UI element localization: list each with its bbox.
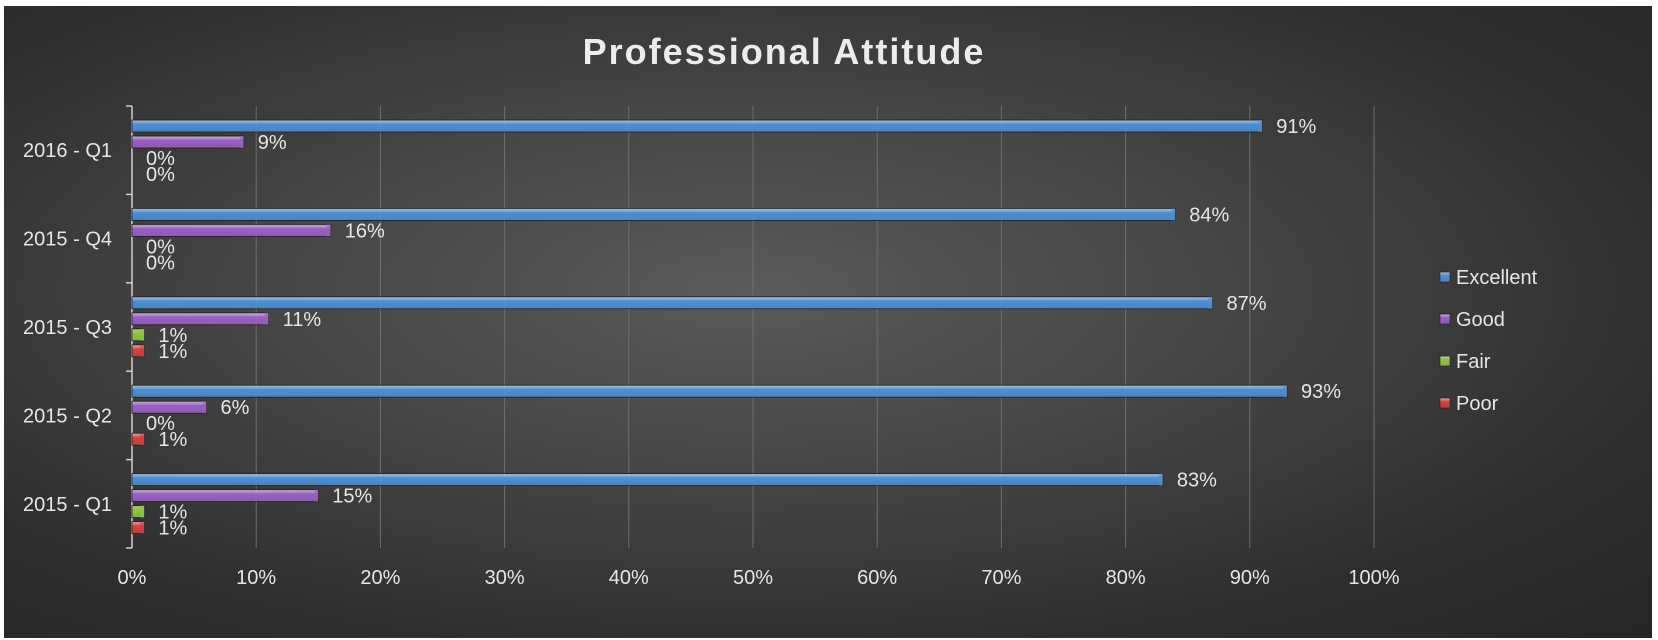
bar-end-cap <box>1283 385 1288 398</box>
bar-end-cap <box>140 521 145 534</box>
bar-end-cap <box>140 328 145 341</box>
bar-end-cap <box>1158 473 1163 486</box>
data-label: 0% <box>146 164 175 186</box>
bar-good <box>131 400 207 414</box>
legend-label: Poor <box>1456 393 1499 415</box>
x-tick-label: 100% <box>1348 567 1399 589</box>
gridlines <box>255 106 1375 548</box>
bar-end-cap <box>140 344 145 357</box>
legend-swatch-excellent <box>1439 271 1451 283</box>
bar-good <box>131 489 319 503</box>
bar-end-cap <box>264 312 269 325</box>
legend-label: Fair <box>1456 351 1491 373</box>
x-tick-label: 30% <box>485 567 525 589</box>
data-label: 1% <box>158 341 187 363</box>
bars <box>131 119 1288 534</box>
category-label: 2015 - Q3 <box>23 317 112 339</box>
category-label: 2015 - Q4 <box>23 229 112 251</box>
legend: Excellent Good Fair Poor <box>1439 267 1538 415</box>
legend-swatch-fair <box>1439 355 1451 367</box>
data-label: 1% <box>158 325 187 347</box>
bar-good <box>131 223 332 237</box>
x-tick-label: 50% <box>733 567 773 589</box>
data-label: 83% <box>1177 470 1217 492</box>
data-label: 1% <box>158 502 187 524</box>
data-label: 93% <box>1301 381 1341 403</box>
x-tick-label: 40% <box>609 567 649 589</box>
x-tick-label: 60% <box>857 567 897 589</box>
bar-end-cap <box>239 136 244 148</box>
data-label: 9% <box>258 132 287 154</box>
data-label: 11% <box>283 309 322 331</box>
data-label: 0% <box>146 413 175 435</box>
legend-label: Good <box>1456 309 1505 331</box>
data-label: 0% <box>146 252 175 274</box>
bar-end-cap <box>1208 296 1213 309</box>
bar-good <box>131 135 245 149</box>
data-label: 15% <box>332 486 372 508</box>
legend-swatch-poor <box>1439 397 1451 409</box>
bar-good <box>131 312 270 326</box>
bar-excellent <box>131 207 1176 221</box>
bar-end-cap <box>1171 208 1176 221</box>
legend-label: Excellent <box>1456 267 1538 289</box>
axes: 0% 10% 20% 30% 40% 50% 60% 70% 80% 90% 100% 2016 - … <box>23 105 1400 589</box>
x-tick-label: 20% <box>360 567 400 589</box>
data-label: 87% <box>1227 293 1267 315</box>
bar-end-cap <box>326 224 331 237</box>
bar-chart: Professional Attitude 0% 10% 20% 30% 40% 50% 6… <box>23 31 1538 589</box>
data-label: 6% <box>221 397 250 419</box>
x-tick-label: 90% <box>1230 567 1270 589</box>
bar-excellent <box>131 296 1213 310</box>
x-tick-label: 80% <box>1106 567 1146 589</box>
chart-title: Professional Attitude <box>583 31 986 72</box>
bar-end-cap <box>202 401 207 414</box>
category-label: 2016 - Q1 <box>23 140 112 162</box>
data-label: 91% <box>1276 116 1316 138</box>
x-tick-label: 0% <box>118 567 147 589</box>
data-label: 1% <box>158 518 187 540</box>
category-label: 2015 - Q1 <box>23 494 112 516</box>
data-label: 0% <box>146 236 175 258</box>
bar-excellent <box>131 473 1164 487</box>
bar-excellent <box>131 119 1263 133</box>
data-label: 1% <box>158 429 187 451</box>
bar-end-cap <box>314 489 319 502</box>
chart-area: Professional Attitude 0% 10% 20% 30% 40% 50% 6… <box>4 6 1652 638</box>
data-label: 0% <box>146 148 175 170</box>
bar-end-cap <box>1258 120 1263 132</box>
data-label: 84% <box>1189 204 1229 226</box>
bar-excellent <box>131 384 1288 398</box>
x-tick-label: 70% <box>981 567 1021 589</box>
category-label: 2015 - Q2 <box>23 405 112 427</box>
data-labels: 91%9%0%0%84%16%0%0%87%11%1%1%93%6%0%1%83… <box>146 116 1341 540</box>
legend-swatch-good <box>1439 313 1451 325</box>
x-tick-label: 10% <box>236 567 276 589</box>
bar-end-cap <box>140 433 145 446</box>
data-label: 16% <box>345 220 385 242</box>
bar-end-cap <box>140 505 145 518</box>
